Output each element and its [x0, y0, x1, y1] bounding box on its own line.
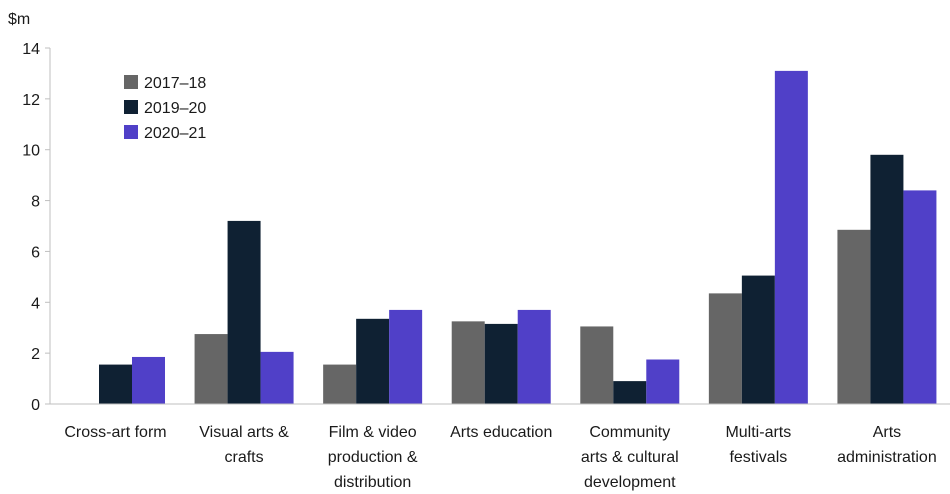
bar-2019–20-3 [484, 323, 518, 404]
category-label: Visual arts & [199, 424, 289, 441]
bar-2017–18-6 [837, 229, 871, 404]
bar-2019–20-1 [227, 220, 261, 404]
category-label: production & [328, 449, 418, 466]
y-tick-label: 8 [31, 194, 40, 211]
bar-2017–18-5 [708, 293, 742, 404]
y-tick-label: 2 [31, 346, 40, 363]
bar-2020–21-5 [774, 70, 808, 404]
category-label: administration [837, 449, 937, 466]
bars [99, 70, 937, 404]
bar-2020–21-4 [646, 359, 680, 404]
category-label: Community [589, 424, 670, 441]
legend-label: 2020–21 [144, 125, 206, 142]
bar-2020–21-0 [132, 356, 165, 404]
bar-2019–20-5 [741, 275, 775, 404]
category-label: crafts [225, 449, 264, 466]
category-label: distribution [334, 474, 411, 491]
legend-label: 2017–18 [144, 75, 206, 92]
category-label: Film & video [329, 424, 417, 441]
legend-label: 2019–20 [144, 100, 206, 117]
bar-2019–20-4 [613, 381, 647, 404]
category-label: festivals [729, 449, 787, 466]
category-label: arts & cultural [581, 449, 679, 466]
category-label: Arts education [450, 424, 552, 441]
category-label: Cross-art form [64, 424, 166, 441]
bar-2017–18-2 [323, 364, 357, 404]
y-tick-label: 14 [22, 41, 40, 58]
bar-2017–18-3 [451, 321, 485, 404]
category-label: Multi-arts [725, 424, 791, 441]
category-labels: Cross-art form Visual arts & crafts Film & … [64, 424, 936, 491]
bar-2020–21-1 [260, 351, 294, 404]
y-tick-label: 10 [22, 143, 40, 160]
bar-2019–20-6 [870, 154, 904, 404]
bar-2019–20-0 [99, 364, 132, 404]
bar-2020–21-3 [517, 309, 551, 404]
category-label: development [584, 474, 676, 491]
category-label: Arts [873, 424, 901, 441]
bar-2017–18-1 [194, 334, 228, 404]
bar-2020–21-6 [903, 190, 937, 404]
bar-2017–18-4 [580, 326, 614, 404]
y-tick-label: 0 [31, 397, 40, 414]
y-tick-label: 4 [31, 295, 40, 312]
y-axis-unit-label: $m [8, 11, 30, 28]
y-tick-label: 12 [22, 92, 40, 109]
y-tick-label: 6 [31, 244, 40, 261]
legend-swatch-2017–18 [124, 75, 138, 89]
legend-swatch-2020–21 [124, 125, 138, 139]
y-axis-ticks: 0 2 4 6 8 10 12 14 [22, 41, 50, 414]
bar-2020–21-2 [389, 309, 423, 404]
legend-swatch-2019–20 [124, 100, 138, 114]
legend: 2017–18 2019–20 2020–21 [124, 75, 206, 142]
bar-2019–20-2 [356, 318, 390, 404]
